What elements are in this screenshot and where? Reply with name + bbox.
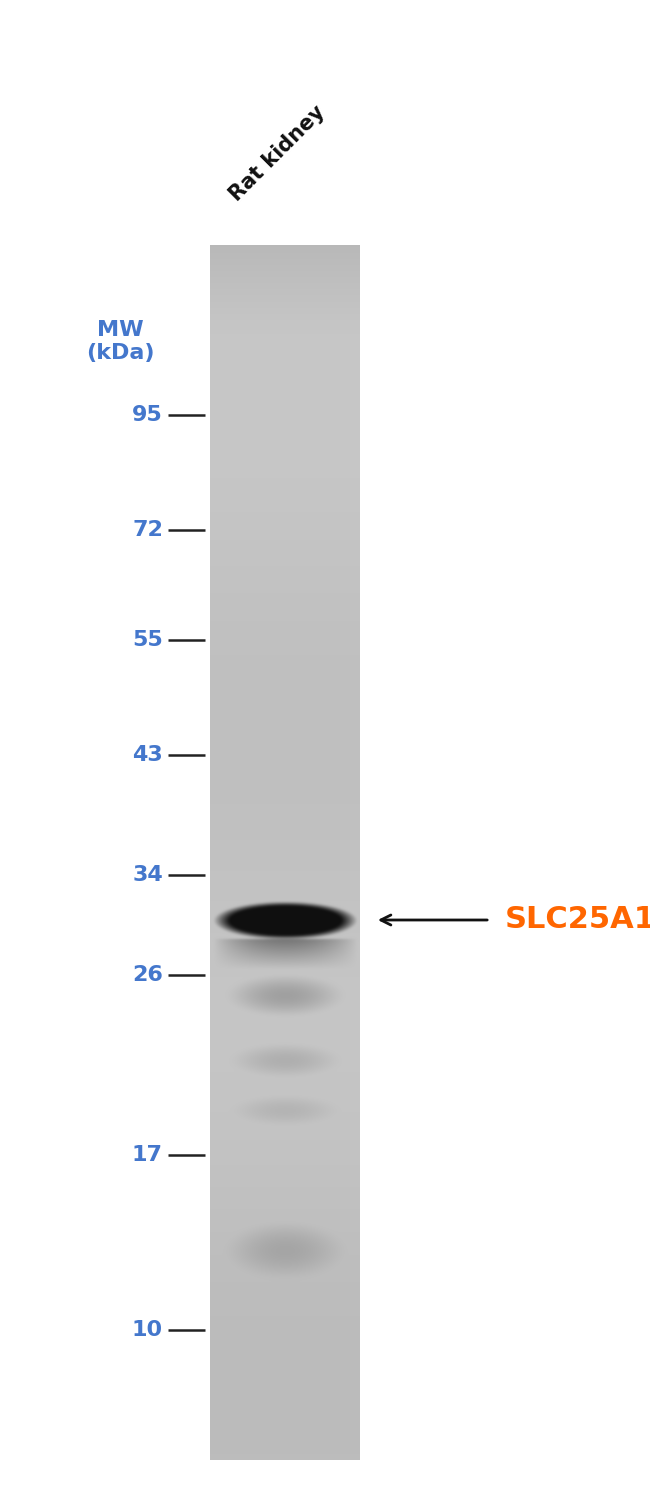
Text: 55: 55 xyxy=(132,629,163,650)
Text: 43: 43 xyxy=(132,745,163,765)
Text: 26: 26 xyxy=(132,964,163,985)
Text: 95: 95 xyxy=(132,405,163,425)
Text: MW
(kDa): MW (kDa) xyxy=(86,320,154,363)
Text: Rat kidney: Rat kidney xyxy=(226,102,330,205)
Text: 34: 34 xyxy=(132,866,163,885)
Text: 72: 72 xyxy=(132,520,163,540)
Text: 17: 17 xyxy=(132,1145,163,1165)
Text: 10: 10 xyxy=(132,1320,163,1340)
Text: SLC25A11: SLC25A11 xyxy=(505,906,650,934)
